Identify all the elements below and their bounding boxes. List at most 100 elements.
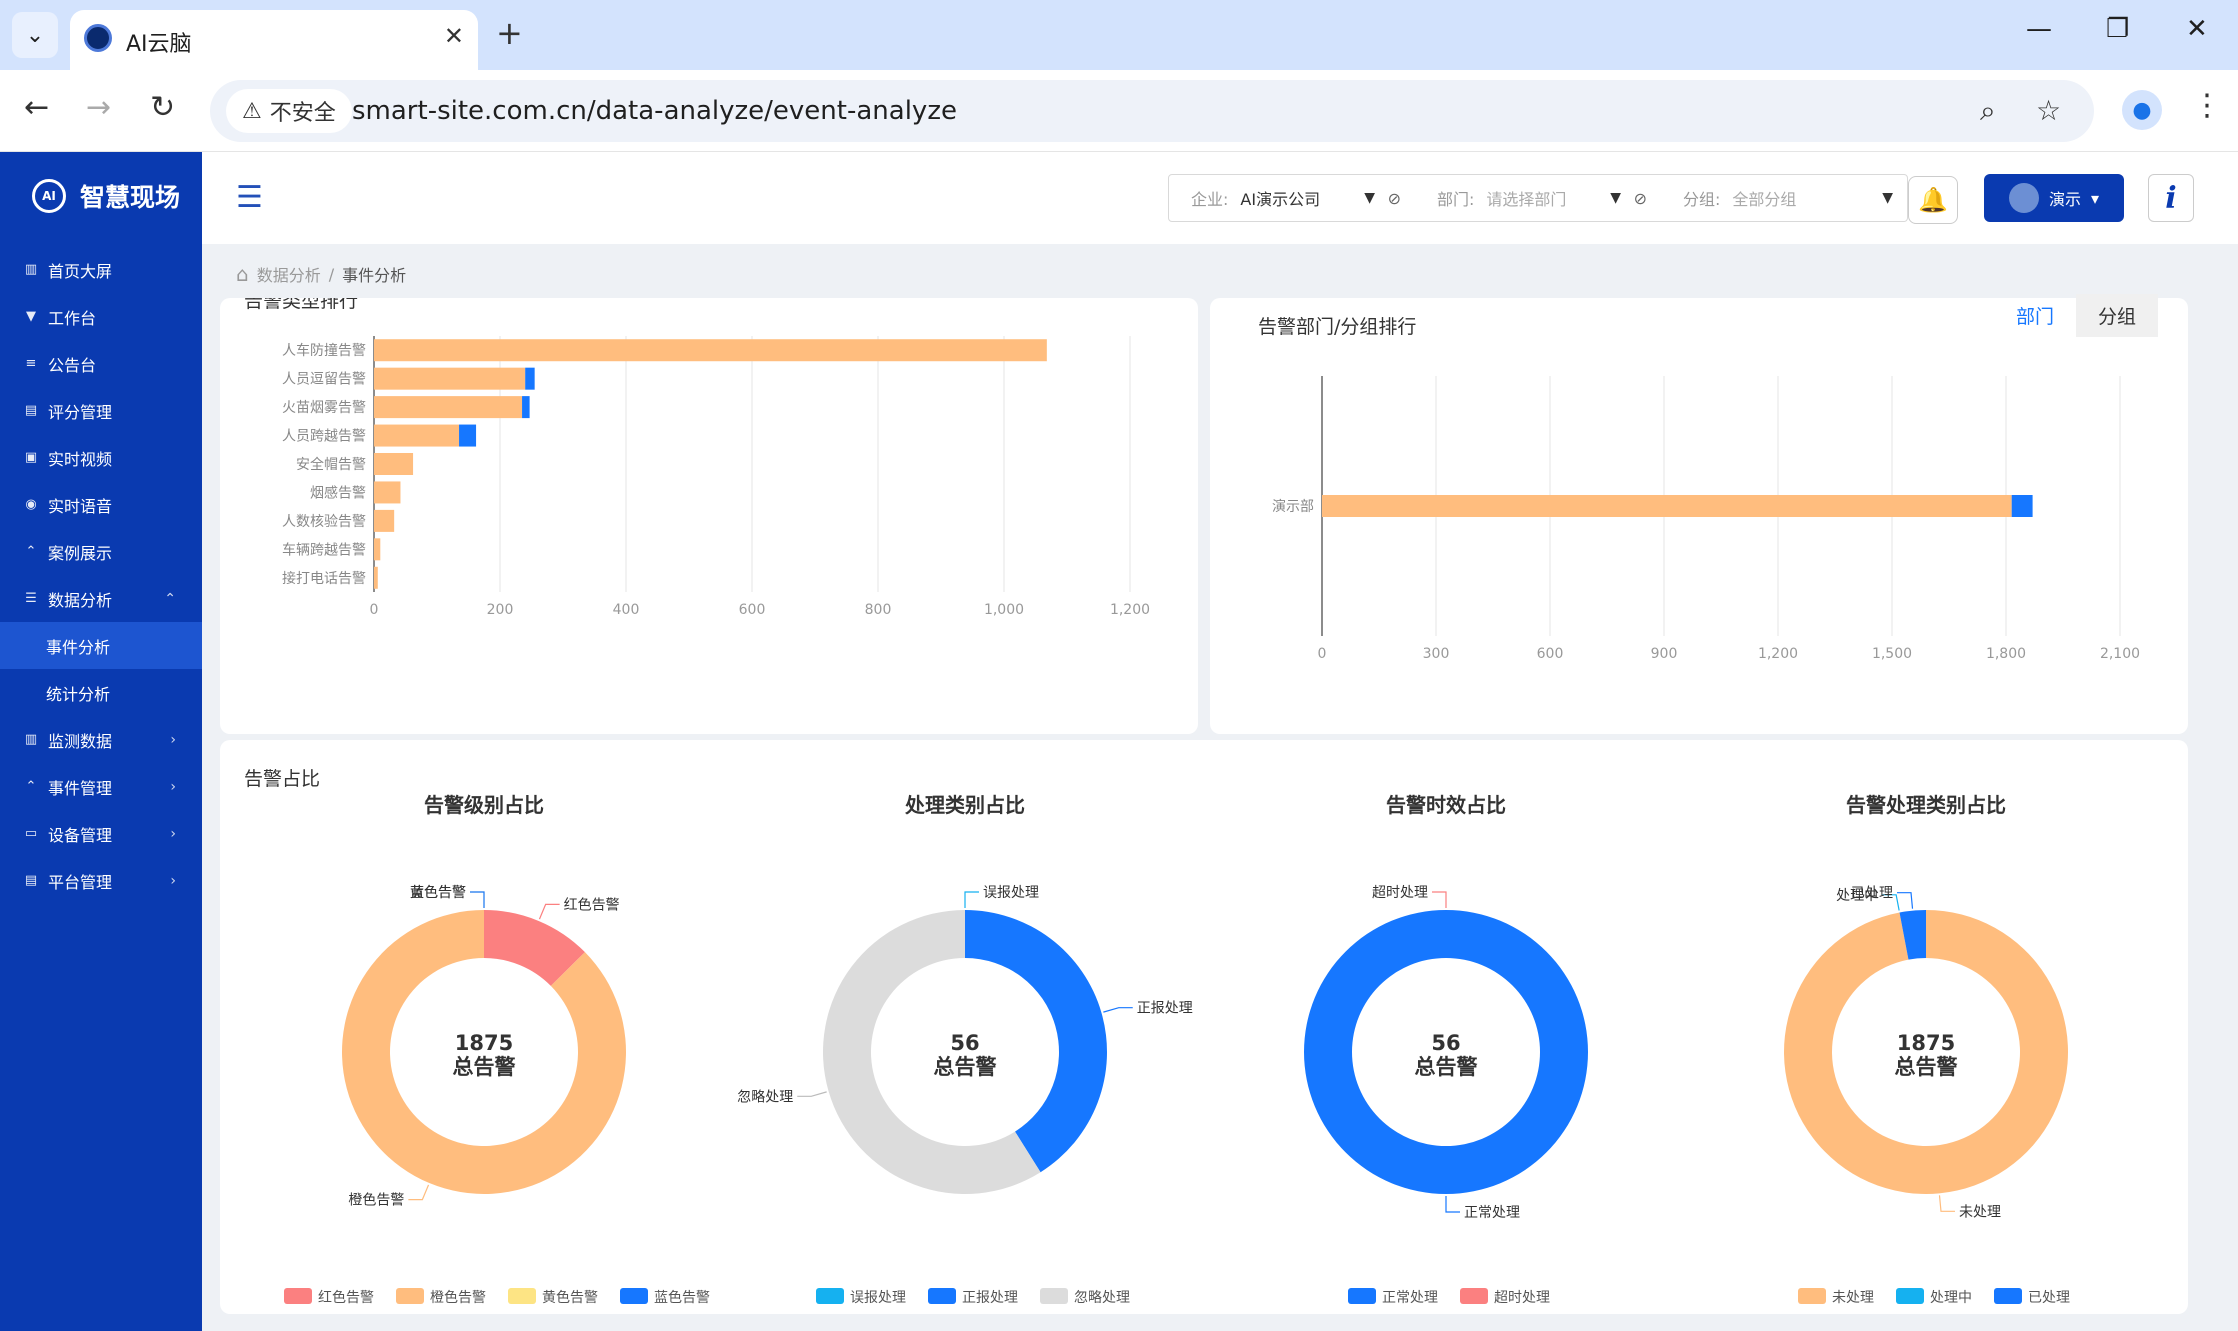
bar-已处理 bbox=[525, 367, 535, 390]
pie-title: 告警级别占比 bbox=[424, 793, 544, 817]
restore-icon[interactable]: ❐ bbox=[2106, 14, 2130, 44]
sidebar-item-notice[interactable]: ≡ 公告台 bbox=[0, 340, 202, 387]
bar-未处理 bbox=[1322, 495, 2012, 517]
close-tab-icon[interactable]: ✕ bbox=[443, 22, 464, 50]
legend-swatch bbox=[284, 1288, 312, 1304]
tab-search-button[interactable]: ⌄ bbox=[12, 12, 58, 58]
notification-bell-icon[interactable]: 🔔 bbox=[1908, 176, 1958, 224]
x-tick-label: 200 bbox=[487, 602, 514, 618]
group-select[interactable]: 分组: 全部分组 ▼ bbox=[1661, 175, 1907, 221]
browser-toolbar: ← → ↻ ⚠ 不安全 smart-site.com.cn/data-analy… bbox=[0, 70, 2238, 152]
star-icon[interactable]: ☆ bbox=[2036, 94, 2062, 127]
sidebar-item-data-analysis[interactable]: ☰ 数据分析 ⌃ bbox=[0, 575, 202, 622]
pie-slice-label: 红色告警 bbox=[564, 896, 620, 913]
pie-leader-line bbox=[1882, 894, 1900, 911]
type-rank-title: 告警类型排行 bbox=[244, 298, 359, 312]
company-select[interactable]: 企业: AI演示公司 ▼ ⊘ bbox=[1169, 175, 1415, 221]
user-menu-button[interactable]: 演示 ▾ bbox=[1984, 174, 2124, 222]
bar-未处理 bbox=[374, 538, 381, 561]
department-label: 部门: bbox=[1437, 190, 1475, 209]
minimize-icon[interactable]: — bbox=[2026, 14, 2052, 44]
dashboard-icon: ▥ bbox=[24, 261, 38, 277]
pie-center-value: 1875 bbox=[455, 1031, 513, 1055]
sidebar-item-platform-mgmt[interactable]: ▤ 平台管理 › bbox=[0, 857, 202, 904]
legend-swatch bbox=[816, 1288, 844, 1304]
address-bar[interactable]: ⚠ 不安全 smart-site.com.cn/data-analyze/eve… bbox=[210, 80, 2094, 142]
breadcrumb: ⌂ 数据分析 / 事件分析 bbox=[236, 262, 406, 286]
home-icon[interactable]: ⌂ bbox=[236, 262, 249, 286]
department-select[interactable]: 部门: 请选择部门 ▼ ⊘ bbox=[1415, 175, 1661, 221]
info-icon[interactable]: i bbox=[2148, 174, 2194, 222]
sidebar-item-device-mgmt[interactable]: ▭ 设备管理 › bbox=[0, 810, 202, 857]
new-tab-icon[interactable]: + bbox=[496, 14, 523, 52]
reload-icon[interactable]: ↻ bbox=[150, 90, 176, 125]
sidebar-item-workbench[interactable]: ▼ 工作台 bbox=[0, 293, 202, 340]
sidebar-menu: ▥ 首页大屏 ▼ 工作台 ≡ 公告台 ▤ 评分管理 ▣ 实时视频 ◉ 实时语音 ⌃ 案例展示 … bbox=[0, 246, 202, 904]
sidebar-item-label: 事件管理 bbox=[48, 778, 113, 798]
security-chip[interactable]: ⚠ 不安全 bbox=[226, 89, 352, 133]
sidebar-item-cases[interactable]: ⌃ 案例展示 bbox=[0, 528, 202, 575]
back-icon[interactable]: ← bbox=[24, 90, 50, 125]
legend-label: 误报处理 bbox=[850, 1290, 906, 1306]
sidebar-item-monitor[interactable]: ▥ 监测数据 › bbox=[0, 716, 202, 763]
url-text[interactable]: smart-site.com.cn/data-analyze/event-ana… bbox=[352, 96, 957, 126]
pie-slice-label: 忽略处理 bbox=[737, 1089, 793, 1105]
monitor-icon: ▥ bbox=[24, 731, 38, 747]
y-category-label: 人数核验告警 bbox=[282, 514, 366, 530]
legend-label: 蓝色告警 bbox=[654, 1289, 710, 1306]
pie-slice-label: 已处理 bbox=[1851, 886, 1893, 902]
dept-rank-title: 告警部门/分组排行 bbox=[1258, 316, 1417, 338]
sidebar-item-home-screen[interactable]: ▥ 首页大屏 bbox=[0, 246, 202, 293]
more-menu-icon[interactable]: ⋮ bbox=[2192, 88, 2222, 123]
brand-name: 智慧现场 bbox=[80, 183, 181, 212]
pie-title: 处理类别占比 bbox=[904, 793, 1025, 817]
type-rank-card: 告警类型排行 0 200 400 600 800 1,000 1,200 人车防撞告警 人员逗留… bbox=[220, 298, 1198, 734]
zoom-icon[interactable]: ⌕ bbox=[1980, 94, 1996, 127]
bar-未处理 bbox=[374, 453, 414, 475]
legend-swatch bbox=[1040, 1288, 1068, 1304]
sidebar-item-score[interactable]: ▤ 评分管理 bbox=[0, 387, 202, 434]
case-icon: ⌃ bbox=[25, 543, 37, 559]
group-value: 全部分组 bbox=[1732, 190, 1797, 209]
pie-leader-line bbox=[1938, 1195, 1955, 1212]
y-category-label: 车辆跨越告警 bbox=[282, 541, 366, 558]
window-close-icon[interactable]: ✕ bbox=[2186, 14, 2208, 44]
pie-slice-label: 误报处理 bbox=[983, 885, 1039, 901]
alarm-ratio-card: 告警占比 告警级别占比 红色告警 橙色告警 黄色告警 蓝色告警 1875 总告警 红色告警 橙色… bbox=[220, 740, 2188, 1314]
sidebar-item-voice[interactable]: ◉ 实时语音 bbox=[0, 481, 202, 528]
video-icon: ▣ bbox=[24, 449, 38, 465]
legend-swatch bbox=[1994, 1288, 2022, 1304]
legend-label: 已处理 bbox=[2028, 1290, 2070, 1306]
pie-center-value: 1875 bbox=[1897, 1031, 1955, 1055]
favicon-icon bbox=[84, 24, 112, 52]
chevron-right-icon: › bbox=[170, 731, 176, 748]
sidebar-item-label: 数据分析 bbox=[48, 590, 113, 610]
forward-icon[interactable]: → bbox=[86, 90, 112, 125]
menu-toggle-icon[interactable]: ☰ bbox=[236, 180, 263, 215]
legend-label: 忽略处理 bbox=[1074, 1290, 1130, 1306]
breadcrumb-parent[interactable]: 数据分析 bbox=[256, 266, 321, 285]
department-placeholder: 请选择部门 bbox=[1486, 190, 1567, 209]
sidebar-item-video[interactable]: ▣ 实时视频 bbox=[0, 434, 202, 481]
top-header: ☰ 企业: AI演示公司 ▼ ⊘ 部门: 请选择部门 ▼ ⊘ 分组: 全部分组 … bbox=[202, 152, 2238, 244]
pie-slice-label: 橙色告警 bbox=[348, 1192, 404, 1209]
tab-group[interactable]: 分组 bbox=[2075, 294, 2158, 337]
voice-icon: ◉ bbox=[25, 496, 37, 512]
x-tick-label: 1,200 bbox=[1758, 646, 1798, 662]
pie-center-value: 56 bbox=[950, 1031, 979, 1055]
profile-icon[interactable]: ● bbox=[2122, 90, 2162, 130]
tab-department[interactable]: 部门 bbox=[2015, 306, 2054, 328]
legend-label: 红色告警 bbox=[318, 1289, 374, 1306]
sidebar-item-stat-analysis[interactable]: 统计分析 bbox=[0, 669, 202, 716]
pie-slice-已处理 bbox=[1899, 910, 1926, 960]
legend-swatch bbox=[1460, 1288, 1488, 1304]
sidebar-item-event-mgmt[interactable]: ⌃ 事件管理 › bbox=[0, 763, 202, 810]
breadcrumb-current: 事件分析 bbox=[342, 266, 407, 285]
platform-icon: ▤ bbox=[24, 872, 38, 888]
x-tick-label: 1,000 bbox=[984, 602, 1024, 618]
sidebar-item-label: 公告台 bbox=[48, 355, 97, 375]
pie-leader-line bbox=[470, 891, 485, 908]
sidebar-item-event-analysis[interactable]: 事件分析 bbox=[0, 622, 202, 669]
browser-tab[interactable]: AI云脑 ✕ bbox=[70, 10, 478, 70]
pie-leader-line bbox=[470, 891, 485, 908]
